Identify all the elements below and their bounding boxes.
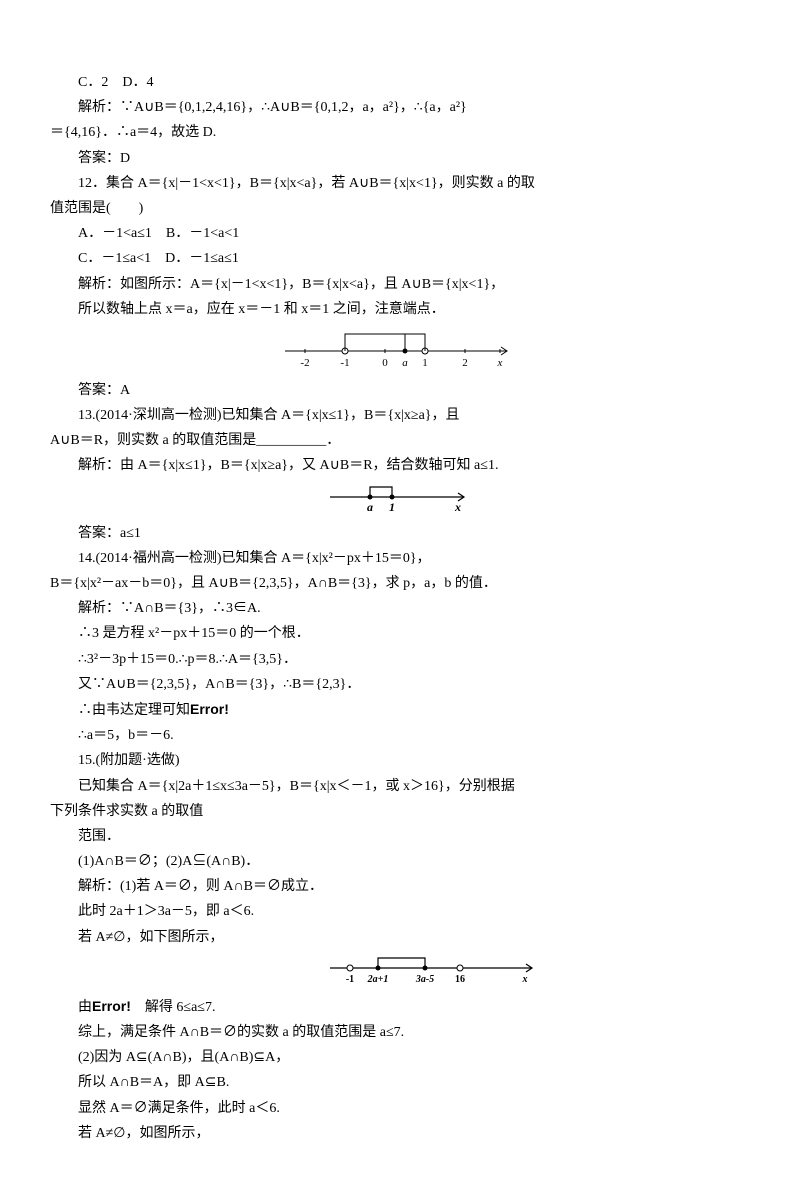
q13-stem-a: 13.(2014·深圳高一检测)已知集合 A＝{x|x≤1}，B＝{x|x≥a}… — [50, 403, 750, 428]
q15-head: 15.(附加题·选做) — [50, 748, 750, 773]
q15-stem-c: 范围． — [50, 824, 750, 849]
svg-text:-2: -2 — [300, 357, 309, 369]
q15-stem-b: 下列条件求实数 a 的取值 — [50, 799, 750, 824]
q12-stem-b: 值范围是( ) — [50, 196, 750, 221]
q14-sol-d: 又∵A∪B＝{2,3,5}，A∩B＝{3}，∴B＝{2,3}． — [50, 672, 750, 697]
svg-text:x: x — [454, 500, 461, 514]
q14-sol-c: ∴3²－3p＋15＝0.∴p＝8.∴A＝{3,5}． — [50, 647, 750, 672]
svg-text:3a-5: 3a-5 — [415, 974, 434, 985]
q14-sol-f: ∴a＝5，b＝－6. — [50, 723, 750, 748]
q13-stem-b: A∪B＝R，则实数 a 的取值范围是__________． — [50, 428, 750, 453]
q15-sol-c: 若 A≠∅，如下图所示， — [50, 925, 750, 950]
q14-sol-e-text: ∴由韦达定理可知 — [78, 703, 190, 718]
svg-text:1: 1 — [422, 357, 428, 369]
svg-text:a: a — [367, 500, 373, 514]
q15-sol-d-pre: 由 — [78, 1000, 92, 1015]
number-line-2: a 1 x — [330, 483, 470, 517]
svg-text:-1: -1 — [346, 974, 354, 985]
svg-text:16: 16 — [455, 974, 465, 985]
svg-text:2a+1: 2a+1 — [367, 974, 389, 985]
q15-sol-d-post: 解得 6≤a≤7. — [131, 1000, 216, 1015]
q12-analysis-b: 所以数轴上点 x＝a，应在 x＝－1 和 x＝1 之间，注意端点． — [50, 297, 750, 322]
svg-text:x: x — [522, 974, 528, 985]
svg-text:0: 0 — [382, 357, 388, 369]
q12-opt-ab: A．－1<a≤1 B．－1<a<1 — [50, 221, 750, 246]
analysis-11-a: 解析：∵A∪B＝{0,1,2,4,16}，∴A∪B＝{0,1,2，a，a²}，∴… — [50, 95, 750, 120]
svg-text:x: x — [497, 357, 503, 369]
q15-sol-d: 由Error! 解得 6≤a≤7. — [50, 994, 750, 1020]
error-text-2: Error! — [92, 998, 131, 1014]
answer-12: 答案：A — [50, 378, 750, 403]
q14-sol-a: 解析：∵A∩B＝{3}，∴3∈A. — [50, 596, 750, 621]
q15-sol-a: 解析：(1)若 A＝∅，则 A∩B＝∅成立． — [50, 874, 750, 899]
q15-sol-g: 所以 A∩B＝A，即 A⊆B. — [50, 1070, 750, 1095]
q15-stem-a: 已知集合 A＝{x|2a＋1≤x≤3a－5}，B＝{x|x＜－1，或 x＞16}… — [50, 774, 750, 799]
q14-sol-b: ∴3 是方程 x²－px＋15＝0 的一个根． — [50, 621, 750, 646]
number-line-1: -2 -1 0 a 1 2 x — [285, 326, 515, 374]
svg-text:a: a — [402, 357, 408, 369]
error-text-1: Error! — [190, 701, 229, 717]
q12-analysis-a: 解析：如图所示：A＝{x|－1<x<1}，B＝{x|x<a}，且 A∪B＝{x|… — [50, 272, 750, 297]
answer-13: 答案：a≤1 — [50, 521, 750, 546]
q15-sol-i: 若 A≠∅，如图所示， — [50, 1121, 750, 1146]
number-line-3: -1 2a+1 3a-5 16 x — [330, 954, 540, 990]
q14-sol-e: ∴由韦达定理可知Error! — [50, 697, 750, 723]
q15-parts: (1)A∩B＝∅；(2)A⊆(A∩B)． — [50, 849, 750, 874]
answer-11: 答案：D — [50, 146, 750, 171]
q12-opt-cd: C．－1≤a<1 D．－1≤a≤1 — [50, 246, 750, 271]
q15-sol-b: 此时 2a＋1＞3a－5，即 a＜6. — [50, 899, 750, 924]
q14-stem-b: B＝{x|x²－ax－b＝0}，且 A∪B＝{2,3,5}，A∩B＝{3}，求 … — [50, 571, 750, 596]
analysis-11-b: ＝{4,16}．∴a＝4，故选 D. — [50, 120, 750, 145]
q14-stem-a: 14.(2014·福州高一检测)已知集合 A＝{x|x²－px＋15＝0}， — [50, 546, 750, 571]
q15-sol-h: 显然 A＝∅满足条件，此时 a＜6. — [50, 1096, 750, 1121]
q15-sol-f: (2)因为 A⊆(A∩B)，且(A∩B)⊆A， — [50, 1045, 750, 1070]
q13-analysis: 解析：由 A＝{x|x≤1}，B＝{x|x≥a}，又 A∪B＝R，结合数轴可知 … — [50, 453, 750, 478]
option-cd: C．2 D．4 — [50, 70, 750, 95]
svg-text:1: 1 — [389, 500, 395, 514]
svg-text:-1: -1 — [340, 357, 349, 369]
svg-text:2: 2 — [462, 357, 468, 369]
q12-stem-a: 12．集合 A＝{x|－1<x<1}，B＝{x|x<a}，若 A∪B＝{x|x<… — [50, 171, 750, 196]
q15-sol-e: 综上，满足条件 A∩B＝∅的实数 a 的取值范围是 a≤7. — [50, 1020, 750, 1045]
